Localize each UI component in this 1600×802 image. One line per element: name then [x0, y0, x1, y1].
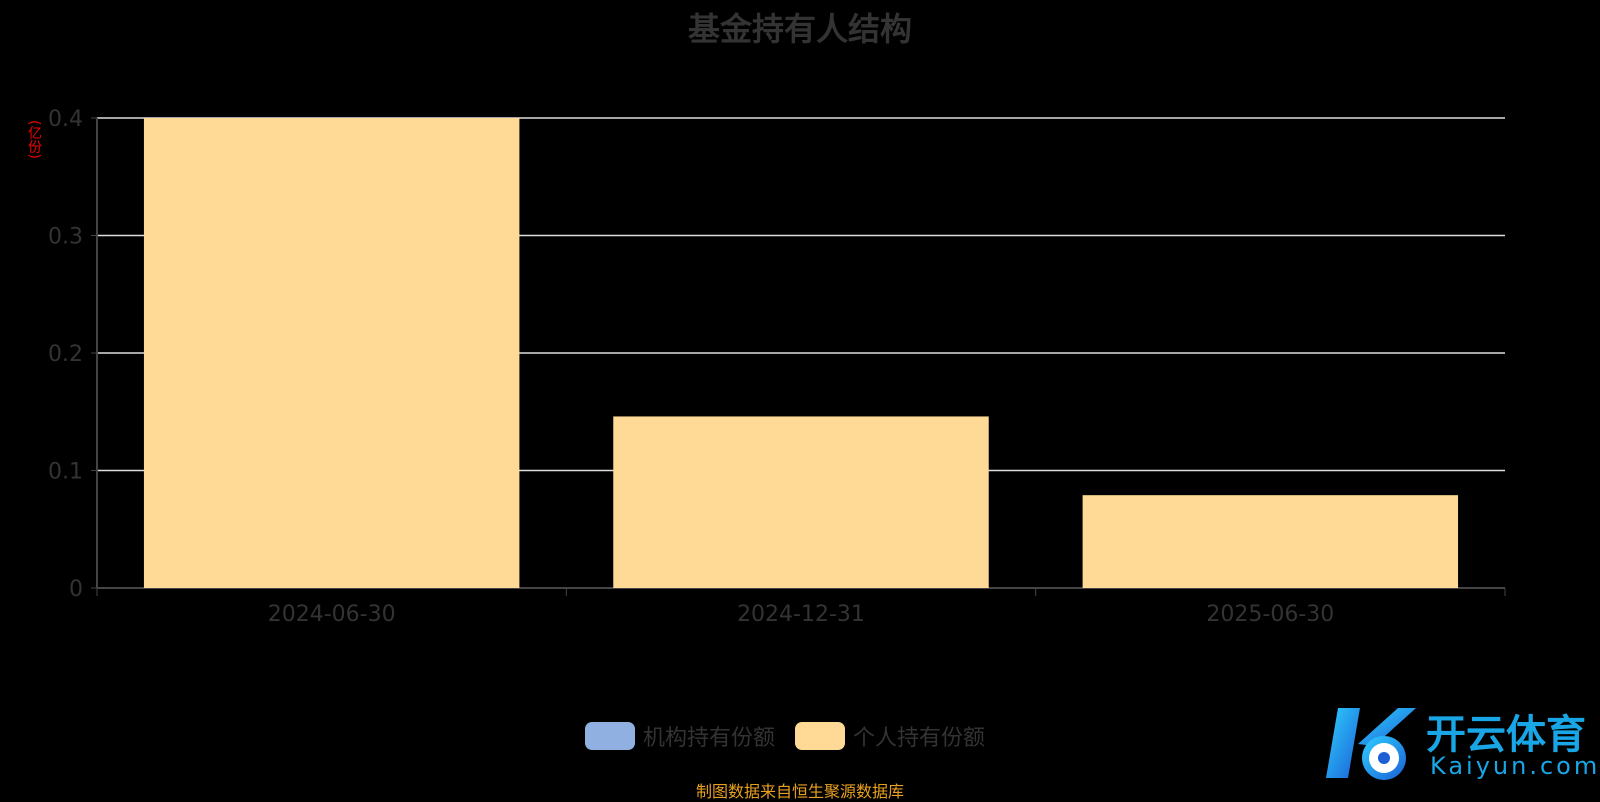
data-source-note: 制图数据来自恒生聚源数据库	[695, 782, 904, 801]
bar-个人持有份额	[143, 118, 520, 588]
legend: 机构持有份额 个人持有份额	[585, 720, 985, 752]
legend-item-institutional[interactable]: 机构持有份额	[585, 720, 775, 752]
x-tick-label: 2024-06-30	[268, 602, 396, 627]
x-tick-label: 2024-12-31	[737, 602, 865, 627]
watermark-cn: 开云体育	[1426, 712, 1586, 758]
legend-item-individual[interactable]: 个人持有份额	[795, 720, 985, 752]
watermark-logo: 开云体育 Kaiyun.com	[1318, 700, 1597, 786]
y-tick-label: 0.4	[48, 107, 83, 132]
chart-title: 基金持有人结构	[687, 10, 912, 48]
y-tick-label: 0	[69, 577, 83, 602]
bar-个人持有份额	[613, 416, 989, 588]
x-tick-label: 2025-06-30	[1206, 602, 1334, 627]
y-axis-unit: (亿份)	[26, 120, 42, 159]
legend-label: 个人持有份额	[853, 726, 986, 751]
legend-swatch	[585, 722, 635, 750]
y-tick-label: 0.2	[48, 342, 83, 367]
kaiyun-logo-icon	[1326, 708, 1416, 780]
legend-label: 机构持有份额	[643, 726, 776, 751]
bar-个人持有份额	[1082, 495, 1459, 588]
y-tick-label: 0.3	[48, 225, 83, 250]
watermark-en: Kaiyun.com	[1430, 752, 1600, 780]
y-tick-label: 0.1	[48, 460, 83, 485]
legend-swatch	[795, 722, 846, 750]
